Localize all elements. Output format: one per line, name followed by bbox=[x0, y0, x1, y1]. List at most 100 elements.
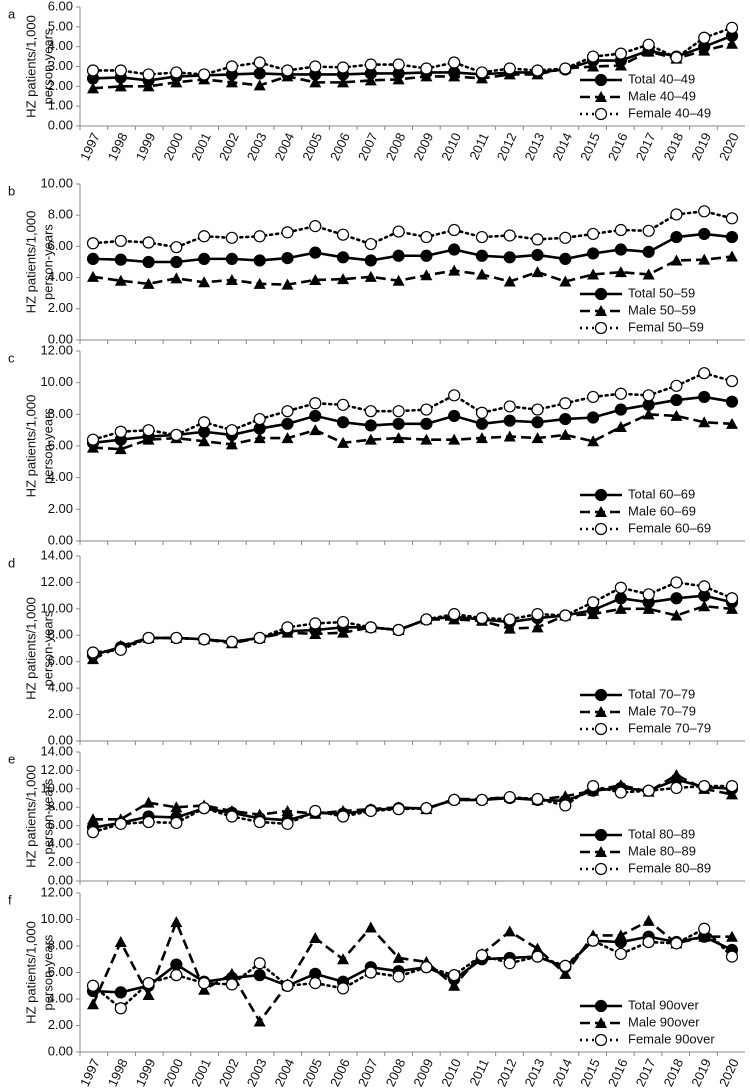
marker bbox=[86, 979, 100, 992]
marker bbox=[336, 982, 350, 995]
y-tick-label: 0.00 bbox=[48, 331, 73, 346]
marker bbox=[475, 66, 489, 79]
marker bbox=[448, 70, 461, 82]
x-tick-label: 1997 bbox=[77, 1056, 103, 1089]
marker bbox=[392, 417, 405, 430]
marker bbox=[614, 581, 627, 594]
y-tick-label: 1.00 bbox=[48, 98, 73, 113]
y-axis-label: HZ patients/1,000 bbox=[23, 597, 38, 700]
marker bbox=[503, 957, 516, 970]
marker bbox=[253, 412, 266, 426]
marker bbox=[420, 70, 433, 82]
marker bbox=[531, 950, 544, 963]
marker bbox=[586, 247, 600, 260]
marker bbox=[253, 67, 266, 80]
marker bbox=[309, 76, 322, 88]
marker bbox=[614, 421, 627, 432]
marker bbox=[281, 64, 294, 77]
marker bbox=[698, 416, 711, 428]
legend-label: Male 90over bbox=[628, 1014, 700, 1029]
marker bbox=[309, 246, 322, 259]
marker bbox=[309, 220, 322, 233]
y-tick-label: 4.00 bbox=[48, 680, 73, 695]
marker bbox=[420, 62, 433, 75]
marker bbox=[337, 273, 350, 285]
marker bbox=[198, 802, 211, 815]
marker bbox=[559, 790, 572, 802]
marker bbox=[559, 412, 572, 426]
marker bbox=[420, 403, 433, 416]
y-tick-label: 8.00 bbox=[48, 937, 73, 952]
y-axis-label: HZ patients/1,000 bbox=[23, 765, 38, 868]
marker bbox=[531, 942, 544, 954]
legend-marker bbox=[594, 321, 608, 335]
y-tick-label: 8.00 bbox=[48, 627, 73, 642]
y-axis-label: person-years bbox=[40, 778, 55, 854]
marker bbox=[559, 231, 572, 244]
x-tick-label: 2015 bbox=[577, 1056, 603, 1089]
marker bbox=[198, 983, 211, 995]
series-line bbox=[92, 935, 733, 994]
marker bbox=[114, 64, 127, 77]
y-tick-label: 2.00 bbox=[48, 501, 73, 516]
x-tick-label: 2010 bbox=[438, 1056, 464, 1089]
marker bbox=[448, 264, 461, 276]
marker bbox=[420, 802, 433, 815]
panel-label: f bbox=[8, 892, 12, 907]
legend-marker bbox=[594, 722, 608, 736]
marker bbox=[392, 623, 405, 637]
marker bbox=[698, 253, 711, 265]
y-tick-label: 0.00 bbox=[48, 532, 73, 547]
legend-marker bbox=[594, 287, 608, 301]
marker bbox=[559, 609, 572, 622]
marker bbox=[614, 223, 627, 237]
legend-marker bbox=[594, 73, 608, 87]
marker bbox=[392, 225, 405, 238]
marker bbox=[170, 958, 183, 971]
marker bbox=[86, 252, 100, 265]
marker bbox=[87, 270, 99, 282]
marker bbox=[531, 64, 544, 77]
marker bbox=[364, 921, 377, 933]
marker bbox=[170, 428, 183, 442]
marker bbox=[670, 592, 683, 605]
legend-label: Total 90over bbox=[628, 997, 699, 1012]
marker bbox=[448, 793, 461, 807]
marker bbox=[336, 416, 350, 429]
x-tick-label: 2018 bbox=[660, 1056, 686, 1089]
series-line bbox=[91, 581, 734, 654]
marker bbox=[225, 424, 239, 437]
marker bbox=[614, 929, 627, 941]
marker bbox=[587, 268, 600, 280]
marker bbox=[281, 226, 294, 239]
x-tick-label: 2019 bbox=[688, 130, 714, 163]
x-tick-label: 2020 bbox=[716, 130, 742, 163]
marker bbox=[364, 405, 377, 418]
x-tick-label: 2013 bbox=[522, 1056, 548, 1089]
marker bbox=[614, 947, 627, 961]
marker bbox=[170, 66, 183, 79]
marker bbox=[586, 411, 600, 424]
marker bbox=[225, 438, 238, 450]
marker bbox=[642, 602, 655, 614]
legend-marker bbox=[595, 846, 607, 857]
marker bbox=[475, 417, 489, 430]
marker bbox=[142, 424, 155, 437]
marker bbox=[198, 416, 211, 429]
marker bbox=[309, 804, 322, 818]
marker bbox=[86, 433, 100, 446]
y-tick-label: 6.00 bbox=[48, 964, 73, 979]
marker bbox=[309, 976, 322, 990]
y-tick-label: 10.00 bbox=[40, 175, 73, 190]
marker bbox=[170, 816, 183, 830]
marker bbox=[87, 653, 99, 665]
y-tick-label: 4.00 bbox=[48, 469, 73, 484]
marker bbox=[253, 230, 266, 243]
marker bbox=[559, 959, 572, 972]
marker bbox=[309, 409, 322, 423]
marker bbox=[698, 227, 711, 241]
marker bbox=[337, 626, 350, 638]
marker bbox=[392, 73, 405, 85]
marker bbox=[364, 804, 377, 818]
marker bbox=[642, 224, 655, 237]
